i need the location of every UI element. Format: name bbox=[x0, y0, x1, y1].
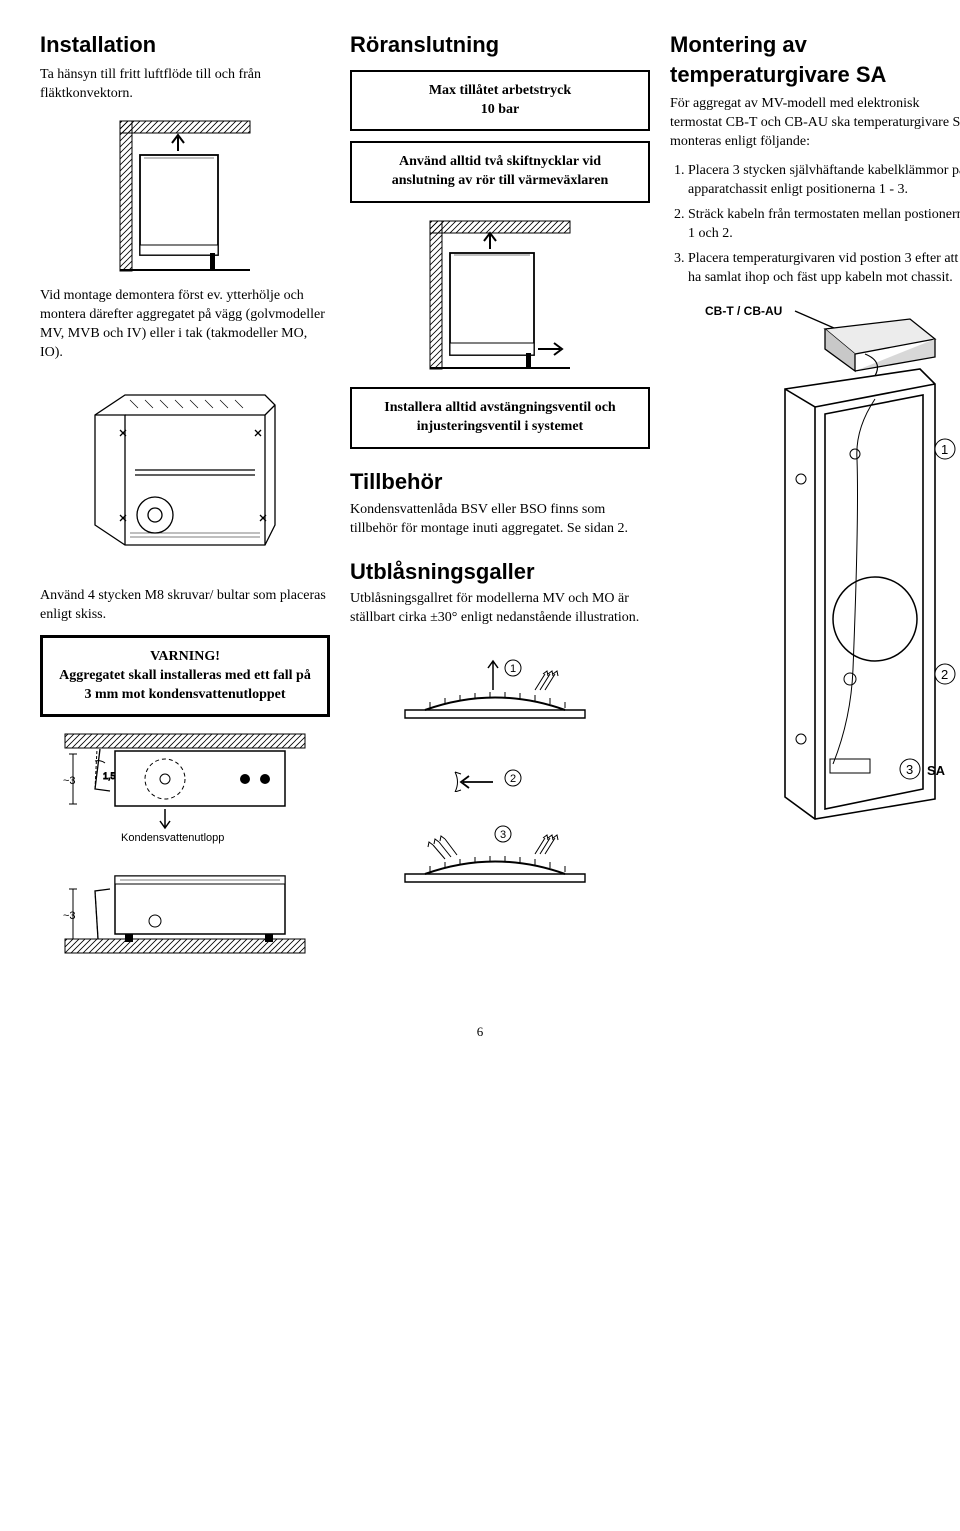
box-skift-text: Använd alltid två skiftnycklar vid anslu… bbox=[366, 153, 634, 191]
fig-sa-sensor: CB-T / CB-AU bbox=[670, 299, 960, 829]
utblas-heading: Utblåsningsgaller bbox=[350, 557, 650, 587]
box-maxtryck: Max tillåtet arbetstryck 10 bar bbox=[350, 70, 650, 132]
step-1: Placera 3 stycken självhäftande kabelklä… bbox=[688, 162, 960, 200]
tillbehor-text: Kondensvattenlåda BSV eller BSO finns so… bbox=[350, 501, 650, 539]
svg-text:CB-T / CB-AU: CB-T / CB-AU bbox=[705, 304, 782, 318]
fig-wall-airflow bbox=[40, 115, 330, 275]
fig-grille-1: 1 bbox=[350, 640, 650, 730]
montering-heading: Montering av temperaturgivare SA bbox=[670, 30, 960, 89]
box-max-a: Max tillåtet arbetstryck bbox=[366, 82, 634, 101]
fig-tilt-floor: ~3 bbox=[40, 861, 330, 971]
step-2: Sträck kabeln från termostaten mellan po… bbox=[688, 206, 960, 244]
svg-text:2: 2 bbox=[941, 667, 948, 682]
demonter-text: Vid montage demontera först ev. ytterhöl… bbox=[40, 287, 330, 363]
svg-text:~3: ~3 bbox=[63, 910, 76, 922]
utblas-text: Utblåsningsgallret för modellerna MV och… bbox=[350, 590, 650, 628]
svg-text:1: 1 bbox=[510, 663, 516, 675]
box-installera-text: Installera alltid avstängningsventil och… bbox=[366, 399, 634, 437]
tillbehor-heading: Tillbehör bbox=[350, 467, 650, 497]
montering-steps: Placera 3 stycken självhäftande kabelklä… bbox=[670, 162, 960, 287]
box-installera: Installera alltid avstängningsventil och… bbox=[350, 387, 650, 449]
svg-text:3: 3 bbox=[906, 762, 913, 777]
warning-title: VARNING! bbox=[57, 648, 313, 667]
fig-chassis-iso bbox=[40, 375, 330, 575]
svg-text:2: 2 bbox=[510, 773, 516, 785]
step-3: Placera temperaturgivaren vid postion 3 … bbox=[688, 250, 960, 288]
fig-grille-2: 2 bbox=[350, 742, 650, 792]
svg-text:3: 3 bbox=[500, 829, 506, 841]
warning-box: VARNING! Aggregatet skall installeras me… bbox=[40, 635, 330, 718]
svg-text:Kondensvattenutlopp: Kondensvattenutlopp bbox=[121, 832, 224, 844]
montering-intro: För aggregat av MV-modell med elektronis… bbox=[670, 95, 960, 152]
svg-text:1: 1 bbox=[941, 442, 948, 457]
page-number: 6 bbox=[40, 1023, 920, 1041]
screws-text: Använd 4 stycken M8 skruvar/ bultar som … bbox=[40, 587, 330, 625]
svg-text:SA: SA bbox=[927, 763, 946, 778]
svg-text:~3: ~3 bbox=[63, 775, 76, 787]
box-skiftnyckel: Använd alltid två skiftnycklar vid anslu… bbox=[350, 141, 650, 203]
roranslutning-heading: Röranslutning bbox=[350, 30, 650, 60]
fig-pipe-wall bbox=[350, 215, 650, 375]
fig-tilt-ceiling: 1,5° ~3 Kondensvattenutlopp bbox=[40, 729, 330, 849]
box-max-b: 10 bar bbox=[366, 101, 634, 120]
warning-body: Aggregatet skall installeras med ett fal… bbox=[57, 667, 313, 705]
installation-intro: Ta hänsyn till fritt luftflöde till och … bbox=[40, 66, 330, 104]
installation-heading: Installation bbox=[40, 30, 330, 60]
fig-grille-3: 3 bbox=[350, 804, 650, 894]
